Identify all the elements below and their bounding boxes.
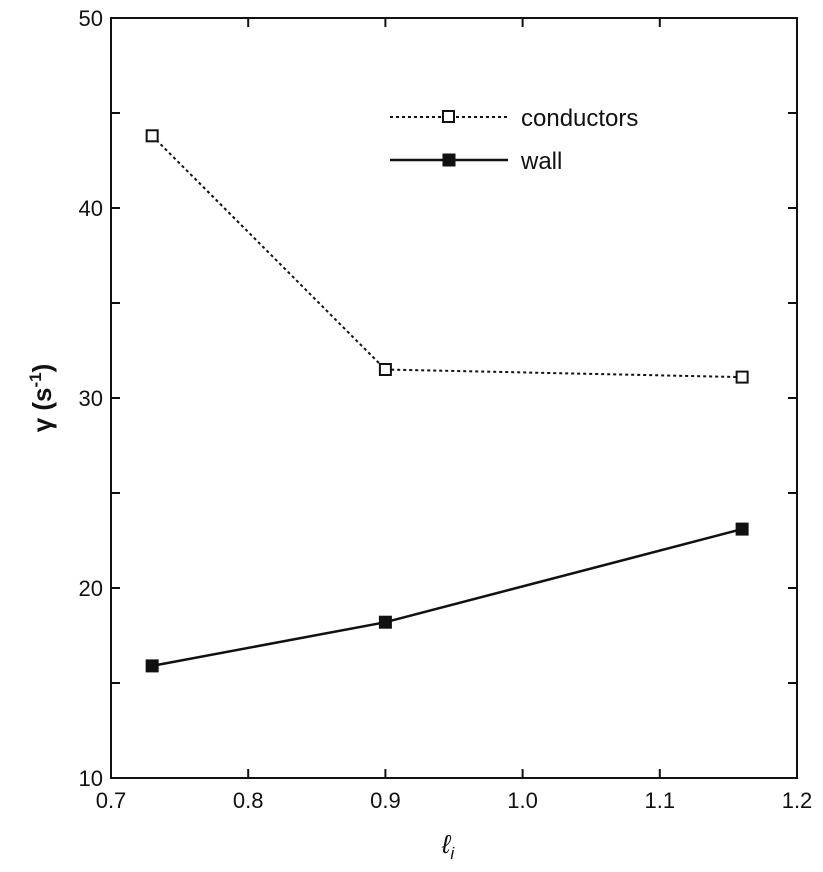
y-tick-label: 50 (79, 6, 103, 31)
data-point-wall (145, 659, 159, 673)
series-layer (145, 129, 749, 673)
data-point-conductors (735, 370, 749, 384)
legend-marker-wall (442, 153, 456, 167)
x-tick-label: 1.0 (507, 788, 538, 813)
y-tick-label: 30 (79, 386, 103, 411)
x-tick-label: 1.2 (782, 788, 813, 813)
y-tick-label: 10 (79, 766, 103, 791)
legend-marker-conductors (442, 110, 455, 123)
series-line-conductors (151, 135, 743, 379)
legend-label-wall: wall (520, 148, 562, 175)
data-point-wall (378, 615, 392, 629)
x-tick-label: 0.8 (233, 788, 264, 813)
y-tick-label: 20 (79, 576, 103, 601)
data-point-wall (735, 522, 749, 536)
plot-frame (110, 17, 798, 779)
data-point-conductors (145, 129, 159, 143)
x-tick-label: 0.7 (96, 788, 127, 813)
x-tick-label: 1.1 (645, 788, 676, 813)
x-tick-label: 0.9 (370, 788, 401, 813)
legend-label-conductors: conductors (521, 105, 638, 132)
ticks-layer: 0.7 0.8 0.9 1.0 1.1 1.2 10 20 30 40 50 (79, 6, 813, 813)
series-line-wall (151, 527, 743, 668)
y-axis-title: γ (s-1) (26, 364, 57, 433)
data-point-conductors (378, 363, 392, 376)
legend: conductors wall (390, 105, 638, 175)
x-axis-title: ℓi (441, 829, 455, 863)
y-tick-label: 40 (79, 196, 103, 221)
